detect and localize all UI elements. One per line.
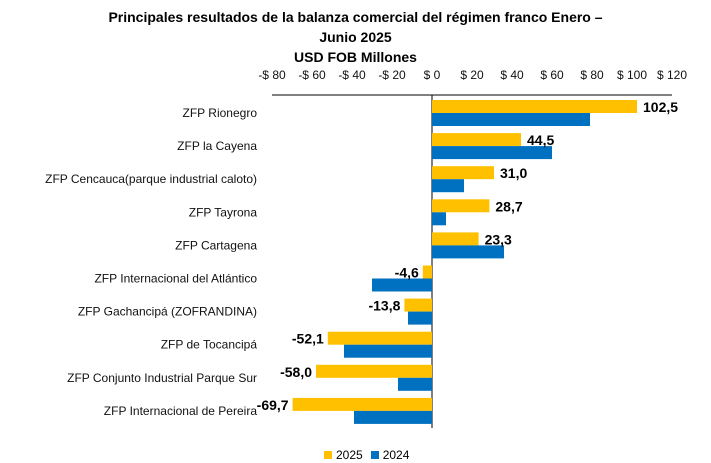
bar-2024 [398, 377, 432, 391]
data-label-2025: 31,0 [500, 165, 527, 181]
data-label-2025: -58,0 [280, 364, 312, 380]
category-label: ZFP Conjunto Industrial Parque Sur [67, 371, 257, 385]
bar-2025 [432, 133, 521, 147]
legend-label-2024: 2024 [382, 448, 410, 462]
data-label-2025: 28,7 [495, 198, 522, 214]
data-label-2025: -4,6 [395, 265, 419, 281]
x-tick-label: -$ 40 [338, 68, 366, 82]
data-label-2025: 23,3 [485, 231, 512, 247]
data-label-2025: -13,8 [368, 298, 400, 314]
bar-2025 [292, 397, 432, 411]
category-label: ZFP Gachancipá (ZOFRANDINA) [78, 305, 257, 319]
x-tick-label: $ 40 [500, 68, 524, 82]
chart-legend: 2025 2024 [324, 448, 409, 462]
bar-2024 [432, 212, 446, 226]
category-label: ZFP Internacional de Pereira [104, 404, 258, 418]
chart-title-line1: Principales resultados de la balanza com… [108, 9, 603, 25]
bar-2025 [404, 298, 432, 312]
bar-2024 [408, 311, 432, 325]
chart-title-line2: Junio 2025 [319, 29, 392, 45]
bar-2024 [432, 245, 504, 259]
bar-2024 [372, 278, 432, 292]
bar-2025 [432, 166, 494, 180]
x-tick-label: $ 0 [424, 68, 441, 82]
x-tick-label: $ 80 [580, 68, 604, 82]
bar-2024 [432, 179, 464, 193]
bar-2025 [422, 265, 432, 279]
bar-2024 [432, 113, 590, 126]
chart-subtitle: USD FOB Millones [294, 49, 417, 65]
data-label-2025: -69,7 [257, 397, 289, 413]
data-label-2025: 44,5 [527, 132, 554, 148]
bar-2025 [327, 331, 432, 345]
bar-2024 [344, 344, 432, 358]
category-label: ZFP Internacional del Atlántico [94, 272, 257, 286]
x-tick-label: -$ 80 [258, 68, 286, 82]
x-tick-label: $ 60 [540, 68, 564, 82]
bar-2025 [432, 232, 479, 246]
bar-2024 [432, 146, 552, 160]
bar-2025 [432, 100, 637, 113]
category-label: ZFP Rionegro [183, 106, 258, 120]
data-label-2025: -52,1 [292, 331, 324, 347]
x-tick-label: $ 120 [657, 68, 687, 82]
category-label: ZFP Cartagena [175, 238, 257, 252]
legend-label-2025: 2025 [336, 448, 363, 462]
x-tick-label: $ 100 [617, 68, 647, 82]
category-label: ZFP de Tocancipá [161, 338, 258, 352]
bar-2024 [354, 410, 432, 424]
category-label: ZFP Tayrona [189, 205, 258, 219]
bar-2025 [432, 199, 490, 213]
legend-swatch-2024 [370, 451, 379, 459]
legend-swatch-2025 [324, 451, 332, 459]
category-label: ZFP la Cayena [177, 139, 257, 153]
x-tick-label: $ 20 [460, 68, 484, 82]
category-label: ZFP Cencauca(parque industrial caloto) [45, 172, 257, 186]
bar-2025 [316, 364, 432, 378]
x-tick-label: -$ 60 [298, 68, 326, 82]
x-tick-label: -$ 20 [378, 68, 406, 82]
data-label-2025: 102,5 [643, 99, 678, 115]
